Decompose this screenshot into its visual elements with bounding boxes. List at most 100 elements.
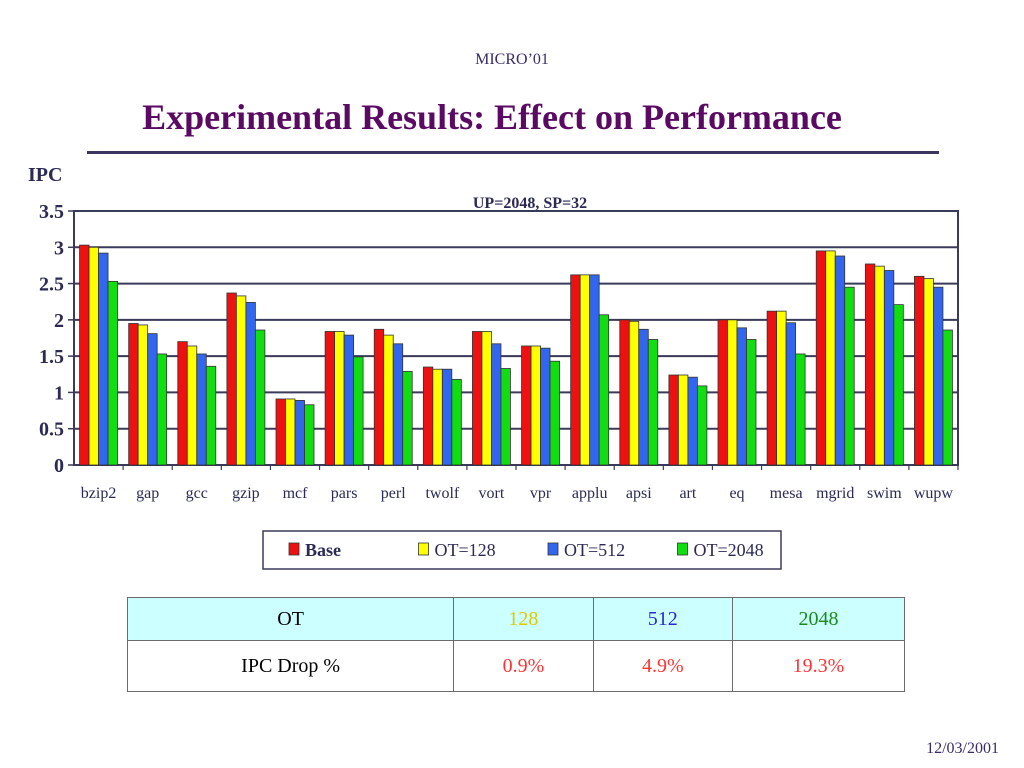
- y-tick-label: 2.5: [39, 274, 64, 296]
- table-header-cell: OT: [126, 597, 455, 641]
- bar: [491, 343, 502, 466]
- bar: [481, 331, 492, 466]
- bar: [570, 274, 581, 466]
- x-tick-label: vpr: [530, 485, 552, 502]
- bar: [687, 376, 698, 466]
- bar: [472, 331, 483, 466]
- bar: [668, 374, 679, 466]
- bar: [619, 319, 630, 466]
- bar: [254, 329, 266, 466]
- x-tick-label: perl: [381, 485, 406, 502]
- bar: [294, 400, 305, 466]
- table-cell: IPC Drop %: [126, 640, 455, 692]
- bar: [432, 368, 443, 466]
- x-tick-label: applu: [572, 485, 608, 502]
- x-tick-label: gap: [136, 485, 159, 502]
- x-tick-label: mcf: [283, 485, 309, 502]
- x-tick-label: apsi: [626, 485, 652, 502]
- table-header-row: OT 128 512 2048: [126, 597, 906, 641]
- bar: [441, 368, 453, 466]
- x-tick-label: vort: [479, 485, 505, 502]
- bar: [647, 339, 659, 466]
- bar: [589, 274, 600, 466]
- bar: [422, 366, 434, 466]
- bar: [785, 322, 797, 466]
- bar: [795, 353, 806, 466]
- bar: [107, 280, 118, 466]
- bar: [451, 378, 462, 466]
- bars: [79, 244, 953, 466]
- bar: [638, 328, 649, 466]
- bar: [736, 327, 747, 466]
- bar: [893, 304, 904, 466]
- x-tick-label: pars: [331, 485, 358, 502]
- bar: [834, 255, 846, 466]
- bar: [598, 314, 610, 466]
- bar: [540, 347, 551, 466]
- bar: [628, 320, 640, 466]
- bar: [727, 319, 738, 466]
- legend-label: OT=512: [564, 540, 625, 560]
- y-tick-label: 3: [54, 237, 64, 259]
- bar: [275, 398, 286, 466]
- bar: [914, 275, 925, 466]
- y-tick-label: 1.5: [39, 346, 64, 368]
- bar: [226, 292, 237, 466]
- legend-swatch: [288, 542, 300, 556]
- y-tick-label: 0.5: [39, 419, 64, 441]
- chart-title: UP=2048, SP=32: [473, 195, 587, 212]
- bar: [864, 263, 876, 466]
- x-tick-label: swim: [867, 485, 902, 502]
- bar: [766, 310, 778, 466]
- bar: [500, 368, 511, 466]
- bar: [235, 295, 247, 466]
- bar: [933, 286, 944, 466]
- legend-swatch: [677, 542, 688, 556]
- bar: [383, 334, 394, 466]
- legend-label: OT=2048: [694, 540, 764, 560]
- x-tick-label: art: [679, 485, 696, 502]
- y-tick-label: 2: [54, 310, 64, 332]
- y-tick-label: 1: [54, 382, 64, 404]
- x-tick-label: mesa: [770, 485, 803, 502]
- bar: [825, 250, 836, 466]
- slide-title: Experimental Results: Effect on Performa…: [142, 97, 842, 137]
- legend-label: OT=128: [435, 540, 496, 560]
- bar: [156, 353, 168, 466]
- bar: [304, 404, 315, 466]
- bar: [883, 270, 895, 466]
- table-cell: 0.9%: [453, 640, 594, 692]
- bar: [353, 356, 364, 466]
- bar: [579, 274, 591, 466]
- bar: [717, 319, 728, 466]
- y-axis-label: IPC: [28, 164, 62, 186]
- bar: [392, 343, 404, 466]
- bar: [137, 324, 149, 466]
- table-header-cell: 2048: [731, 597, 906, 641]
- bar: [844, 286, 855, 466]
- legend-label: Base: [305, 540, 341, 560]
- bar: [128, 323, 139, 466]
- title-divider: [87, 151, 939, 154]
- bar: [923, 278, 934, 466]
- bar: [177, 341, 188, 466]
- bar: [98, 252, 109, 466]
- table-row: IPC Drop % 0.9% 4.9% 19.3%: [126, 640, 906, 692]
- bar: [324, 331, 336, 466]
- x-tick-label: gzip: [232, 485, 260, 502]
- axes: 0 0.5 1 1.5 2 2.5 3 3.5 bzip2 gap gcc gzip mcf pars pe…: [39, 201, 959, 502]
- x-tick-label: twolf: [425, 485, 459, 502]
- bar: [79, 244, 90, 466]
- legend-swatch: [547, 542, 559, 556]
- bar: [530, 345, 541, 466]
- bar: [147, 333, 158, 466]
- legend: Base OT=128 OT=512 OT=2048: [262, 530, 782, 570]
- bar: [186, 345, 198, 466]
- table-cell: 19.3%: [731, 640, 906, 692]
- table-header-cell: 512: [592, 597, 733, 641]
- bar: [88, 246, 99, 466]
- bar: [343, 334, 355, 466]
- table-cell: 4.9%: [592, 640, 733, 692]
- bar: [874, 265, 885, 466]
